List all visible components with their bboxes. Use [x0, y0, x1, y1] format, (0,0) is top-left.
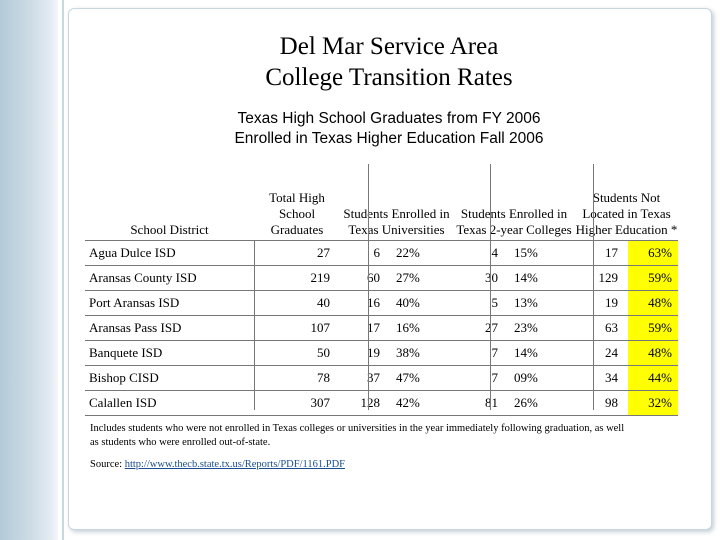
- cell-two-year-pct: 14%: [508, 340, 575, 366]
- cell-universities-pct: 40%: [390, 290, 453, 316]
- cell-two-year-pct: 23%: [508, 315, 575, 341]
- cell-district: Calallen ISD: [85, 390, 254, 416]
- cell-universities-pct: 42%: [390, 390, 453, 416]
- cell-not-located-count: 98: [575, 390, 628, 416]
- side-decoration-band: [0, 0, 58, 540]
- cell-district: Port Aransas ISD: [85, 290, 254, 316]
- cell-two-year-count: 4: [453, 240, 508, 266]
- table-divider-1: [254, 240, 255, 410]
- cell-universities-count: 60: [340, 265, 390, 291]
- header-two-year-colleges: Students Enrolled in Texas 2-year Colleg…: [453, 164, 575, 241]
- cell-universities-count: 19: [340, 340, 390, 366]
- header-total-graduates: Total High School Graduates: [254, 164, 340, 241]
- table-divider-4: [593, 164, 594, 410]
- cell-not-located-count: 63: [575, 315, 628, 341]
- cell-not-located-pct: 63%: [628, 240, 678, 266]
- cell-not-located-pct: 48%: [628, 290, 678, 316]
- cell-not-located-pct: 32%: [628, 390, 678, 416]
- cell-district: Aransas County ISD: [85, 265, 254, 291]
- cell-graduates: 27: [254, 240, 340, 266]
- cell-graduates: 40: [254, 290, 340, 316]
- cell-graduates: 219: [254, 265, 340, 291]
- source-label: Source:: [90, 459, 125, 470]
- cell-two-year-pct: 14%: [508, 265, 575, 291]
- slide-title-line2: College Transition Rates: [265, 64, 513, 91]
- table-divider-3: [490, 164, 491, 410]
- cell-universities-count: 17: [340, 315, 390, 341]
- cell-two-year-count: 7: [453, 365, 508, 391]
- cell-two-year-count: 5: [453, 290, 508, 316]
- cell-graduates: 107: [254, 315, 340, 341]
- cell-two-year-pct: 09%: [508, 365, 575, 391]
- cell-universities-pct: 22%: [390, 240, 453, 266]
- cell-not-located-count: 34: [575, 365, 628, 391]
- subtitle-line2: Enrolled in Texas Higher Education Fall …: [234, 130, 544, 147]
- footnote: Includes students who were not enrolled …: [90, 423, 625, 448]
- cell-universities-count: 6: [340, 240, 390, 266]
- cell-not-located-pct: 59%: [628, 265, 678, 291]
- cell-universities-count: 16: [340, 290, 390, 316]
- cell-graduates: 307: [254, 390, 340, 416]
- table-row: Port Aransas ISD 40 16 40% 5 13% 19 48%: [85, 290, 678, 316]
- cell-universities-pct: 27%: [390, 265, 453, 291]
- cell-two-year-count: 7: [453, 340, 508, 366]
- cell-not-located-count: 17: [575, 240, 628, 266]
- table-divider-2: [368, 164, 369, 410]
- table-row: Calallen ISD 307 128 42% 81 26% 98 32%: [85, 390, 678, 416]
- header-school-district: School District: [85, 164, 254, 241]
- cell-not-located-pct: 59%: [628, 315, 678, 341]
- cell-graduates: 50: [254, 340, 340, 366]
- cell-two-year-count: 27: [453, 315, 508, 341]
- header-universities: Students Enrolled in Texas Universities: [340, 164, 453, 241]
- table-row: Aransas County ISD 219 60 27% 30 14% 129 59%: [85, 265, 678, 291]
- table-row: Banquete ISD 50 19 38% 7 14% 24 48%: [85, 340, 678, 366]
- cell-two-year-pct: 13%: [508, 290, 575, 316]
- cell-universities-pct: 16%: [390, 315, 453, 341]
- cell-not-located-pct: 48%: [628, 340, 678, 366]
- cell-universities-count: 128: [340, 390, 390, 416]
- table-row: Agua Dulce ISD 27 6 22% 4 15% 17 63%: [85, 240, 678, 266]
- cell-not-located-count: 24: [575, 340, 628, 366]
- cell-two-year-pct: 26%: [508, 390, 575, 416]
- table-row: Bishop CISD 78 37 47% 7 09% 34 44%: [85, 365, 678, 391]
- slide-title-line1: Del Mar Service Area: [279, 33, 499, 60]
- source-link[interactable]: http://www.thecb.state.tx.us/Reports/PDF…: [124, 459, 346, 470]
- header-not-located: Students Not Located in Texas Higher Edu…: [575, 164, 678, 241]
- transition-rates-table: School District Total High School Gradua…: [85, 164, 678, 416]
- cell-two-year-count: 81: [453, 390, 508, 416]
- table-header-row: School District Total High School Gradua…: [85, 164, 678, 241]
- cell-universities-pct: 47%: [390, 365, 453, 391]
- cell-not-located-count: 129: [575, 265, 628, 291]
- cell-district: Aransas Pass ISD: [85, 315, 254, 341]
- table-row: Aransas Pass ISD 107 17 16% 27 23% 63 59%: [85, 315, 678, 341]
- cell-two-year-count: 30: [453, 265, 508, 291]
- cell-not-located-pct: 44%: [628, 365, 678, 391]
- source-line: Source: http://www.thecb.state.tx.us/Rep…: [90, 458, 345, 472]
- cell-universities-count: 37: [340, 365, 390, 391]
- cell-not-located-count: 19: [575, 290, 628, 316]
- cell-universities-pct: 38%: [390, 340, 453, 366]
- cell-two-year-pct: 15%: [508, 240, 575, 266]
- cell-graduates: 78: [254, 365, 340, 391]
- cell-district: Bishop CISD: [85, 365, 254, 391]
- subtitle-line1: Texas High School Graduates from FY 2006: [237, 110, 541, 127]
- cell-district: Agua Dulce ISD: [85, 240, 254, 266]
- table-body: Agua Dulce ISD 27 6 22% 4 15% 17 63% Aransas Cou…: [85, 240, 678, 416]
- side-decoration-line: [62, 0, 64, 540]
- cell-district: Banquete ISD: [85, 340, 254, 366]
